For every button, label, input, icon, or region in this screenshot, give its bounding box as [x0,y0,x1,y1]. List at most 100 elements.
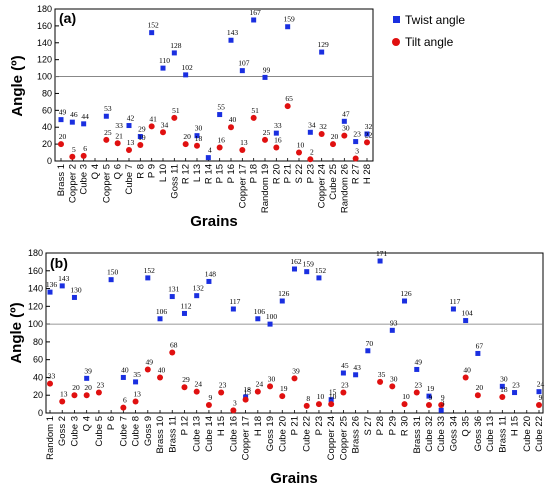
legend-tilt-marker [392,38,400,46]
twist-value-label: 33 [115,121,123,130]
twist-point [108,277,114,283]
x-tick-label: Brass 10 [155,416,166,454]
tilt-point [352,155,359,162]
twist-point [133,379,139,385]
x-tick-label: P 6 [106,416,117,430]
twist-value-label: 67 [476,341,484,350]
y-axis-ticks-a: 0 20 40 60 80 100 120 140 160 180 [37,4,373,166]
twist-value-label: 24 [537,380,545,389]
y-tick-label: 60 [42,105,52,115]
tilt-value-label: 32 [319,122,327,131]
twist-value-label: 4 [208,146,212,155]
tilt-value-label: 9 [539,393,543,402]
x-tick-label: Cube 13 [485,416,496,452]
twist-point [59,283,65,289]
tilt-value-label: 40 [463,365,471,374]
x-tick-label: Cube 7 [124,164,135,195]
tilt-point [228,124,234,131]
tilt-point [413,389,420,396]
tilt-value-label: 16 [274,135,282,144]
tilt-value-label: 65 [285,94,293,103]
x-tick-label: Cube 5 [94,416,105,447]
twist-point [145,275,151,281]
y-tick-label: 100 [28,319,43,329]
x-tick-label: L 13 [192,164,203,182]
twist-value-label: 102 [182,63,194,72]
plot-frame-a [54,8,374,162]
twist-point [149,30,155,36]
tilt-value-label: 5 [72,145,76,154]
x-tick-label: S 22 [294,164,305,184]
tilt-value-label: 15 [243,388,251,397]
tilt-value-label: 30 [268,374,276,383]
twist-point [279,298,285,304]
twist-point [340,370,346,376]
x-tick-label: Goss 9 [143,416,154,446]
tilt-value-label: 19 [138,133,146,142]
tilt-value-label: 13 [60,389,68,398]
tilt-value-label: 20 [331,132,339,141]
tilt-point [425,402,432,408]
x-tick-label: Cube 7 [118,416,129,447]
tilt-point [364,139,370,146]
tilt-value-label: 20 [59,132,67,141]
tilt-value-label: 29 [182,375,190,384]
x-tick-label: Cube 16 [228,416,239,452]
twist-value-label: 40 [121,365,129,374]
twist-point [499,383,505,389]
y-tick-label: 160 [28,266,43,276]
tilt-point [47,380,53,387]
x-tick-label: R 27 [351,164,362,184]
twist-point [205,155,211,161]
twist-value-label: 46 [70,110,78,119]
tilt-point [474,392,481,399]
tilt-point [157,374,164,381]
twist-value-label: 136 [46,280,58,289]
tilt-point [499,394,506,400]
tilt-value-label: 21 [115,131,123,140]
x-tick-label: Cube 8 [131,416,142,447]
twist-point [438,407,444,413]
twist-value-label: 53 [104,104,112,113]
twist-value-label: 112 [180,301,191,310]
twist-value-label: 23 [353,130,361,139]
twist-point [377,258,383,264]
tilt-point [144,366,151,373]
tilt-point [273,144,280,151]
twist-value-label: 44 [81,112,89,121]
x-tick-label: P 29 [387,416,398,435]
tilt-value-label: 68 [170,341,178,350]
twist-value-label: 148 [205,269,217,278]
x-tick-label: Brass 11 [497,416,508,453]
x-axis-title-a: Grains [190,213,238,230]
twist-value-label: 49 [59,108,67,117]
x-tick-label: Copper 5 [101,164,112,203]
twist-value-label: 19 [427,384,435,393]
twist-value-label: 129 [318,40,330,49]
tilt-point [303,402,310,409]
twist-value-label: 47 [342,109,350,118]
twist-value-label: 152 [144,266,156,275]
y-axis-ticks-b: 0 20 40 60 80 100 120 140 160 180 [28,248,543,418]
x-tick-label: Cube 25 [328,164,339,200]
twist-value-label: 152 [315,266,327,275]
tilt-value-label: 16 [217,135,225,144]
twist-value-label: 3 [441,398,445,407]
twist-point [307,129,313,135]
x-tick-label: Q 35 [461,416,472,437]
twist-point [230,306,236,312]
y-tick-label: 20 [33,390,43,400]
tilt-value-label: 10 [402,392,410,401]
twist-value-label: 34 [308,120,316,129]
tilt-value-label: 23 [415,381,423,390]
twist-point [389,327,395,333]
twist-value-label: 132 [193,284,205,293]
twist-value-label: 49 [415,357,423,366]
tilt-value-label: 20 [84,383,92,392]
twist-point [47,289,53,295]
twist-value-label: 162 [290,257,302,266]
twist-value-label: 150 [107,268,119,277]
tilt-point [194,142,200,149]
tilt-point [169,349,176,356]
x-tick-label: Goss 36 [473,416,484,451]
